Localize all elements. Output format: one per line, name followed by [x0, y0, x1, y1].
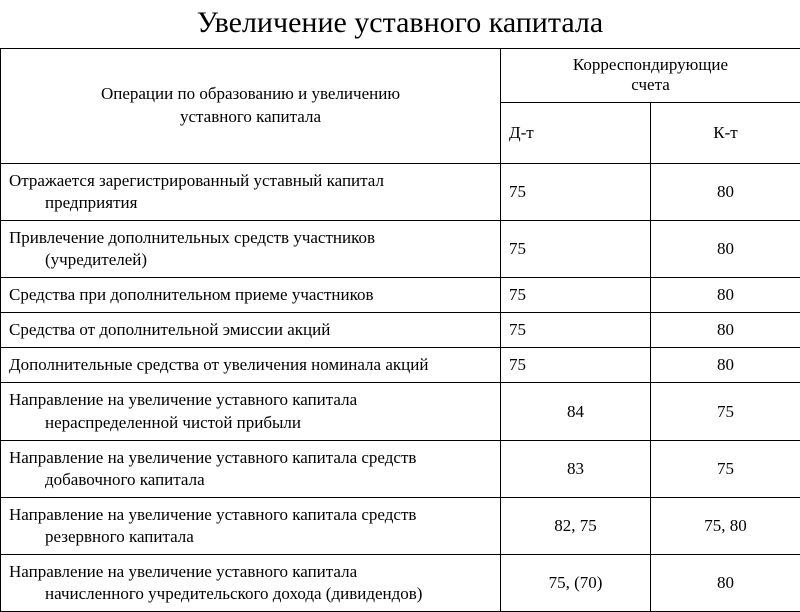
table-row: Отражается зарегистрированный уставный к… [1, 163, 800, 220]
operation-cell: Привлечение дополнительных средств участ… [1, 220, 501, 277]
debit-cell: 82, 75 [501, 497, 651, 554]
operation-cell: Направление на увеличение уставного капи… [1, 555, 501, 612]
operation-line2: резервного капитала [9, 526, 492, 548]
credit-cell: 80 [651, 163, 800, 220]
table-row: Средства при дополнительном приеме участ… [1, 278, 800, 313]
operation-cell: Направление на увеличение уставного капи… [1, 383, 501, 440]
table-row: Направление на увеличение уставного капи… [1, 497, 800, 554]
debit-cell: 75 [501, 313, 651, 348]
operation-line1: Отражается зарегистрированный уставный к… [9, 170, 492, 192]
operation-line1: Направление на увеличение уставного капи… [9, 561, 492, 583]
credit-cell: 80 [651, 220, 800, 277]
header-accounts: Корреспондирующие счета [501, 49, 800, 103]
operation-line2: (учредителей) [9, 249, 492, 271]
operation-cell: Средства от дополнительной эмиссии акций [1, 313, 501, 348]
operation-line2: добавочного капитала [9, 469, 492, 491]
table-row: Средства от дополнительной эмиссии акций… [1, 313, 800, 348]
operation-line1: Направление на увеличение уставного капи… [9, 447, 492, 469]
header-operations-line2: уставного капитала [180, 107, 321, 126]
header-operations-line1: Операции по образованию и увеличению [101, 84, 400, 103]
operation-line1: Средства при дополнительном приеме участ… [9, 284, 492, 306]
header-debit: Д-т [501, 102, 651, 163]
debit-cell: 75, (70) [501, 555, 651, 612]
debit-cell: 75 [501, 220, 651, 277]
operation-cell: Дополнительные средства от увеличения но… [1, 348, 501, 383]
debit-cell: 83 [501, 440, 651, 497]
header-accounts-line1: Корреспондирующие [573, 55, 728, 74]
debit-cell: 84 [501, 383, 651, 440]
table-body: Отражается зарегистрированный уставный к… [1, 163, 800, 611]
credit-cell: 80 [651, 348, 800, 383]
operation-line2: нераспределенной чистой прибыли [9, 412, 492, 434]
credit-cell: 75, 80 [651, 497, 800, 554]
operation-line1: Средства от дополнительной эмиссии акций [9, 319, 492, 341]
table-row: Направление на увеличение уставного капи… [1, 383, 800, 440]
credit-cell: 75 [651, 383, 800, 440]
table-row: Направление на увеличение уставного капи… [1, 440, 800, 497]
header-operations: Операции по образованию и увеличению уст… [1, 49, 501, 164]
operation-line1: Направление на увеличение уставного капи… [9, 389, 492, 411]
operation-cell: Средства при дополнительном приеме участ… [1, 278, 501, 313]
operation-cell: Направление на увеличение уставного капи… [1, 440, 501, 497]
debit-cell: 75 [501, 163, 651, 220]
header-accounts-line2: счета [631, 75, 669, 94]
table-row: Дополнительные средства от увеличения но… [1, 348, 800, 383]
table-row: Направление на увеличение уставного капи… [1, 555, 800, 612]
operation-line1: Направление на увеличение уставного капи… [9, 504, 492, 526]
operation-cell: Отражается зарегистрированный уставный к… [1, 163, 501, 220]
credit-cell: 80 [651, 278, 800, 313]
credit-cell: 80 [651, 313, 800, 348]
credit-cell: 75 [651, 440, 800, 497]
accounting-table: Операции по образованию и увеличению уст… [0, 48, 800, 612]
operation-line2: предприятия [9, 192, 492, 214]
debit-cell: 75 [501, 278, 651, 313]
operation-line2: начисленного учредительского дохода (див… [9, 583, 492, 605]
table-header-row-1: Операции по образованию и увеличению уст… [1, 49, 800, 103]
operation-cell: Направление на увеличение уставного капи… [1, 497, 501, 554]
credit-cell: 80 [651, 555, 800, 612]
header-credit: К-т [651, 102, 800, 163]
operation-line1: Привлечение дополнительных средств участ… [9, 227, 492, 249]
debit-cell: 75 [501, 348, 651, 383]
operation-line1: Дополнительные средства от увеличения но… [9, 354, 492, 376]
page-title: Увеличение уставного капитала [0, 0, 800, 48]
table-row: Привлечение дополнительных средств участ… [1, 220, 800, 277]
